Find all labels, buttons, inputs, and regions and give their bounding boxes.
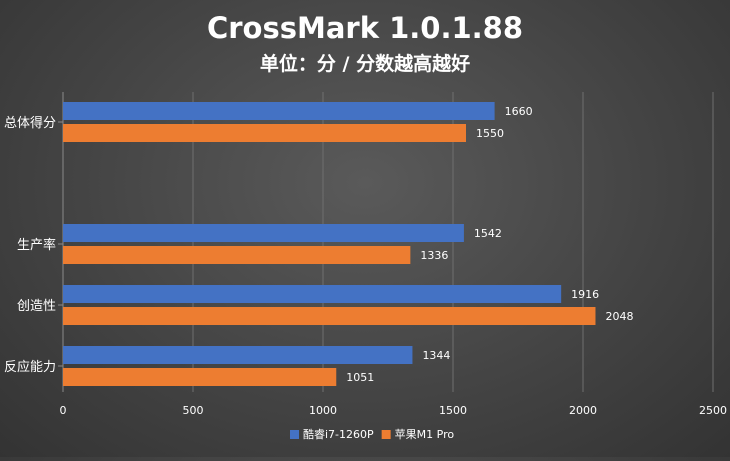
x-tick-label: 500 [183, 404, 204, 417]
data-label: 1336 [420, 249, 448, 262]
legend-swatch [381, 430, 391, 439]
data-label: 1660 [505, 105, 533, 118]
x-tick-label: 1000 [309, 404, 337, 417]
bar [63, 346, 413, 364]
x-tick-label: 2500 [699, 404, 727, 417]
data-label: 1051 [346, 371, 374, 384]
legend-swatch [290, 430, 299, 439]
category-label: 总体得分 [4, 115, 56, 131]
bar [63, 224, 464, 242]
x-tick-label: 0 [60, 404, 67, 417]
x-tick-label: 1500 [439, 404, 467, 417]
bars [63, 102, 596, 386]
bar [63, 368, 337, 386]
data-label: 1550 [476, 127, 504, 140]
category-label: 生产率 [17, 237, 56, 253]
legend-label: 酷睿i7-1260P [303, 427, 374, 441]
data-label: 1916 [571, 288, 599, 301]
x-tick-label: 2000 [569, 404, 597, 417]
chart-title: CrossMark 1.0.1.88 [207, 11, 523, 45]
data-label: 2048 [605, 310, 633, 323]
legend: 酷睿i7-1260P 苹果M1 Pro [290, 427, 454, 441]
category-label: 反应能力 [4, 359, 56, 375]
chart-subtitle: 单位：分 / 分数越高越好 [260, 52, 470, 75]
x-axis: 0 500 1000 1500 2000 2500 [60, 404, 728, 417]
bar [63, 246, 411, 264]
bar [63, 102, 495, 120]
category-label: 创造性 [17, 299, 56, 314]
data-label: 1344 [422, 349, 450, 362]
bar [63, 124, 466, 142]
bar [63, 307, 596, 325]
legend-label: 苹果M1 Pro [395, 427, 455, 441]
data-label: 1542 [474, 227, 502, 240]
bar [63, 285, 562, 303]
